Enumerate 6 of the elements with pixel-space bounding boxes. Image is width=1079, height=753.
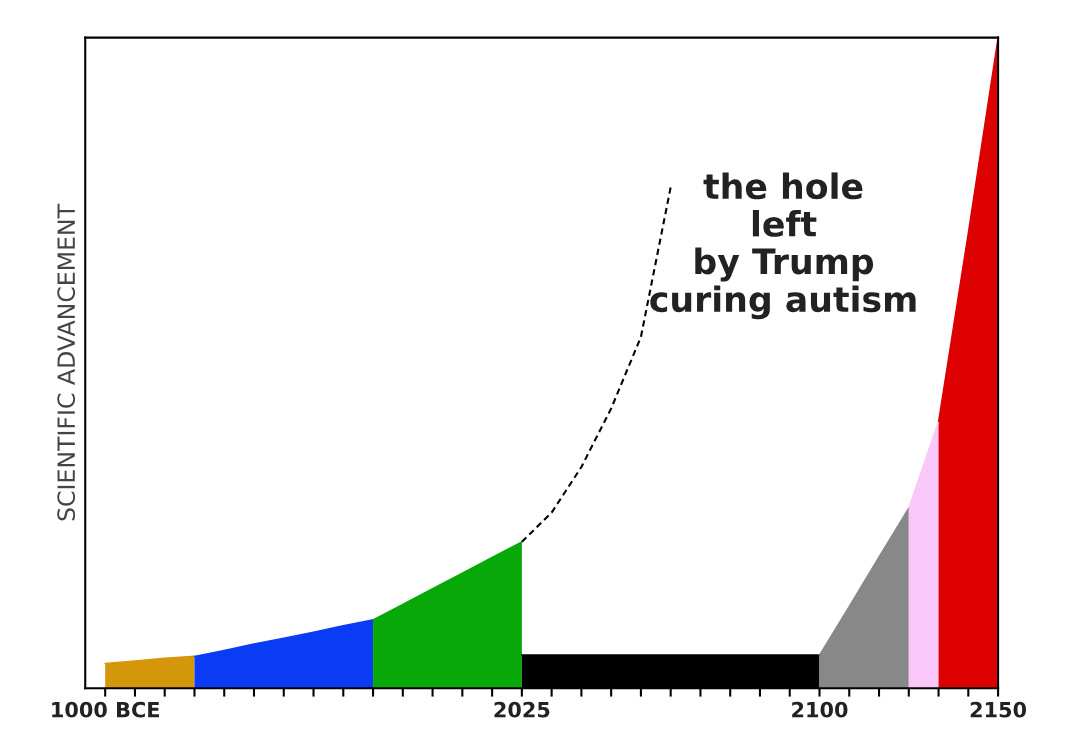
- annotation: the hole left by Trump curing autism: [650, 172, 916, 320]
- x-tick-label: 1000 BCE: [52, 701, 159, 718]
- x-tick-label: 2100: [792, 701, 848, 718]
- x-tick-label: 2025: [494, 701, 550, 718]
- y-axis-title: SCIENTIFIC ADVANCEMENT: [57, 203, 76, 521]
- x-tick-label: 2150: [970, 701, 1027, 718]
